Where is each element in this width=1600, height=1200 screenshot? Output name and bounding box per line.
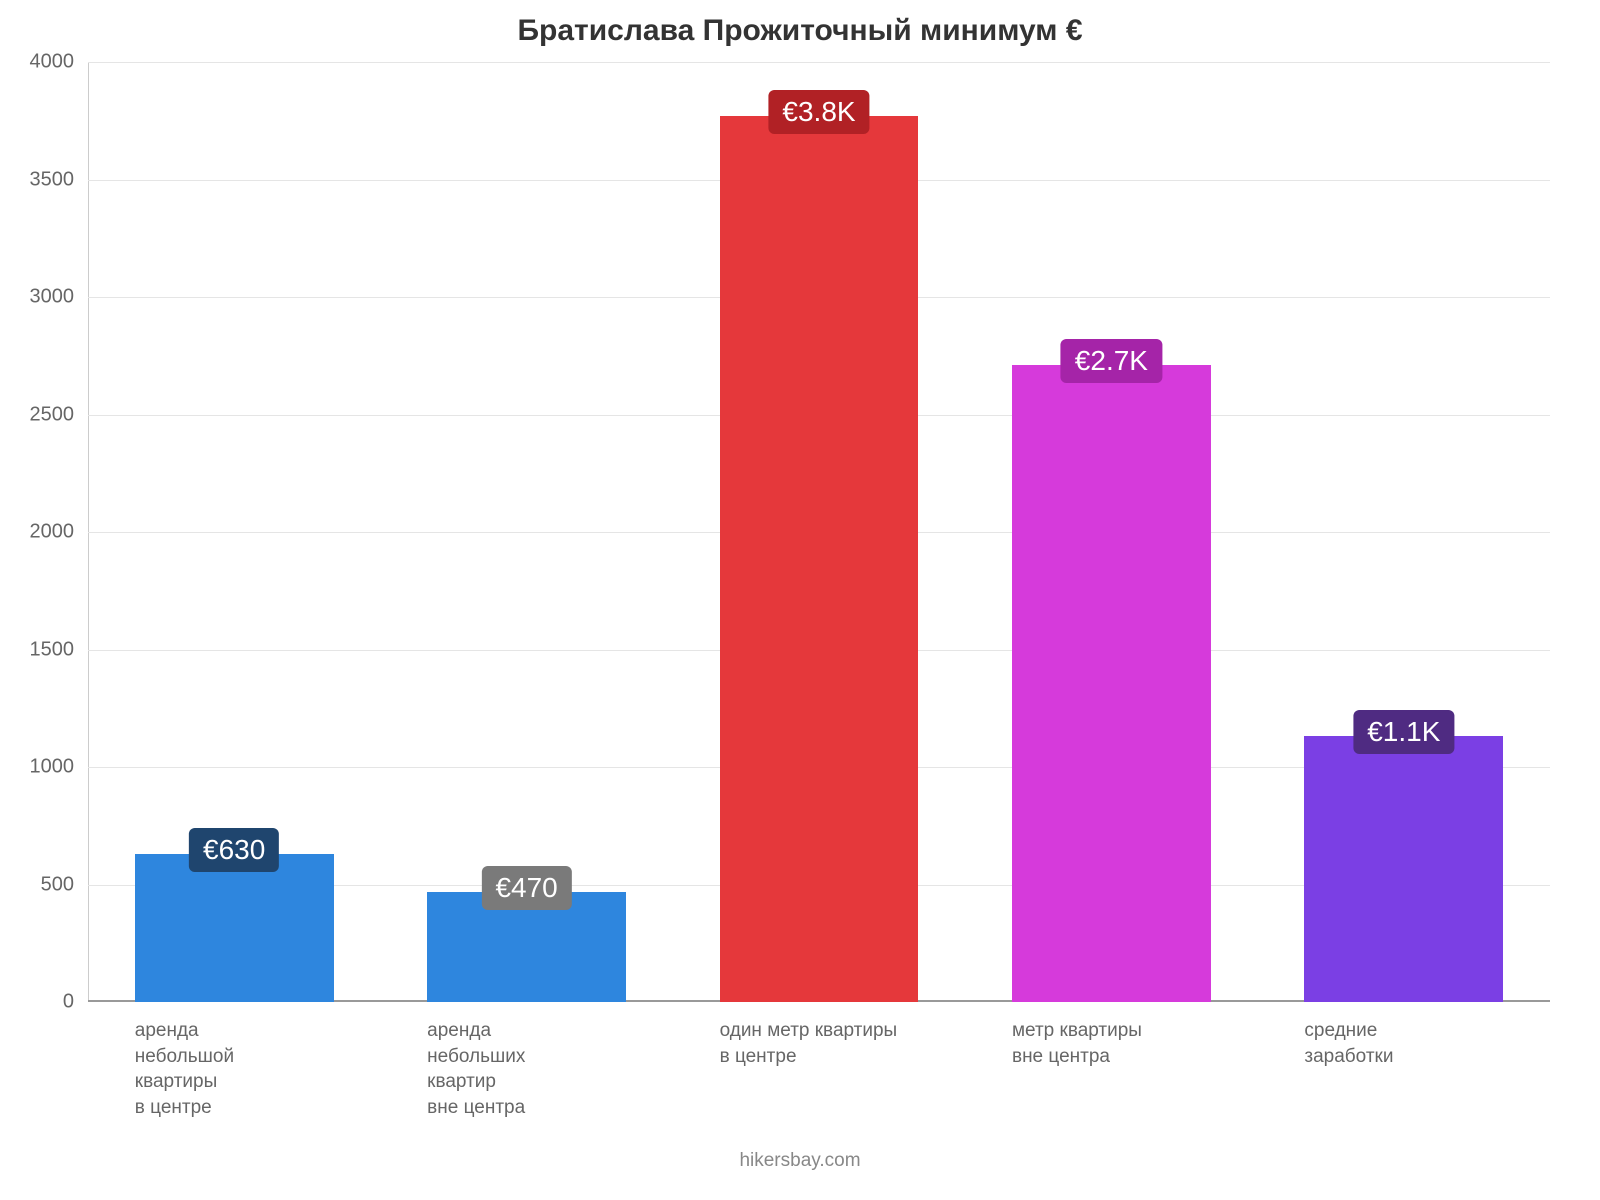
bar-value-label: €470 <box>481 866 571 910</box>
bar-value-label: €1.1K <box>1353 710 1454 754</box>
bar <box>1304 736 1503 1002</box>
cost-of-living-chart: Братислава Прожиточный минимум € 0500100… <box>0 0 1600 1200</box>
x-tick-label: один метр квартирыв центре <box>720 1018 919 1069</box>
x-tick-label: аренданебольшойквартирыв центре <box>135 1018 334 1121</box>
bar <box>1012 365 1211 1002</box>
bar-value-label: €3.8K <box>768 90 869 134</box>
y-tick-label: 1000 <box>14 756 74 779</box>
bar-value-label: €2.7K <box>1061 339 1162 383</box>
chart-title: Братислава Прожиточный минимум € <box>0 14 1600 48</box>
bar <box>720 116 919 1002</box>
y-tick-label: 3000 <box>14 286 74 309</box>
y-tick-label: 2500 <box>14 403 74 426</box>
x-tick-label: метр квартирывне центра <box>1012 1018 1211 1069</box>
y-tick-label: 1500 <box>14 638 74 661</box>
x-tick-label: аренданебольшихквартирвне центра <box>427 1018 626 1121</box>
bar <box>135 854 334 1002</box>
y-tick-label: 0 <box>14 991 74 1014</box>
y-tick-label: 4000 <box>14 51 74 74</box>
x-tick-label: средниезаработки <box>1304 1018 1503 1069</box>
gridline <box>88 62 1550 63</box>
bar-value-label: €630 <box>189 828 279 872</box>
y-tick-label: 500 <box>14 873 74 896</box>
y-tick-label: 3500 <box>14 168 74 191</box>
plot-area: 05001000150020002500300035004000€630арен… <box>88 62 1550 1002</box>
attribution: hikersbay.com <box>0 1150 1600 1172</box>
y-tick-label: 2000 <box>14 521 74 544</box>
